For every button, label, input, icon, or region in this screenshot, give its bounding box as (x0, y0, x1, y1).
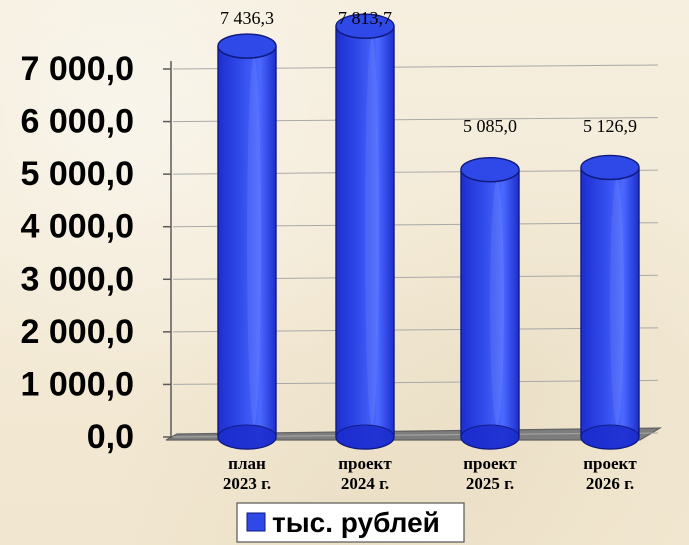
bar-highlight (365, 38, 379, 425)
bar-top (460, 156, 520, 183)
legend-box (236, 502, 465, 543)
legend-label: тыс. рублей (272, 507, 440, 538)
y-tick-label: 2 000,0 (21, 313, 134, 351)
bar-body (335, 26, 395, 450)
x-tick-label-line-2: 2025 г. (466, 474, 514, 493)
value-label: 5 126,9 (583, 116, 637, 136)
x-tick-label-line-1: проект (583, 454, 637, 473)
x-tick-label-line-1: план (228, 454, 266, 473)
x-tick-label: план 2023 г. (223, 454, 271, 493)
legend-swatch (246, 512, 266, 532)
x-tick-label: проект 2025 г. (463, 454, 517, 493)
bar-body (217, 45, 277, 450)
bar-bottom (217, 424, 277, 450)
bar-top (335, 13, 395, 39)
bar-body (580, 167, 640, 450)
bar-bottom (580, 424, 640, 450)
bar-body (460, 169, 520, 450)
y-tick-label: 7 000,0 (21, 50, 134, 88)
value-label: 5 085,0 (463, 116, 517, 136)
y-tick-label: 0,0 (87, 418, 134, 456)
value-label: 7 436,3 (220, 8, 274, 28)
x-tick-label: проект 2026 г. (583, 454, 637, 493)
bar-group-1 (217, 33, 277, 450)
bar-group-4 (580, 154, 640, 450)
bar-bottom (335, 424, 395, 450)
x-tick-label-line-2: 2023 г. (223, 474, 271, 493)
y-tick-label: 6 000,0 (21, 103, 134, 141)
x-tick-label-line-2: 2024 г. (341, 474, 389, 493)
x-tick-label-line-1: проект (338, 454, 392, 473)
bar-highlight (247, 58, 261, 425)
y-tick-label: 5 000,0 (21, 155, 134, 193)
legend: тыс. рублей (236, 502, 465, 543)
x-tick-label: проект 2024 г. (338, 454, 392, 493)
y-tick-label: 3 000,0 (21, 260, 134, 298)
bar-highlight (490, 181, 504, 425)
bar-top (580, 154, 640, 181)
bar-top (217, 33, 277, 59)
bar-group-2 (335, 13, 395, 450)
bar-bottom (460, 424, 520, 450)
y-tick-label: 1 000,0 (21, 365, 134, 403)
x-tick-label-line-1: проект (463, 454, 517, 473)
value-label: 7 813,7 (338, 8, 392, 28)
bar-group-3 (460, 156, 520, 450)
bar-highlight (610, 179, 624, 425)
x-tick-label-line-2: 2026 г. (586, 474, 634, 493)
y-tick-label: 4 000,0 (21, 208, 134, 246)
